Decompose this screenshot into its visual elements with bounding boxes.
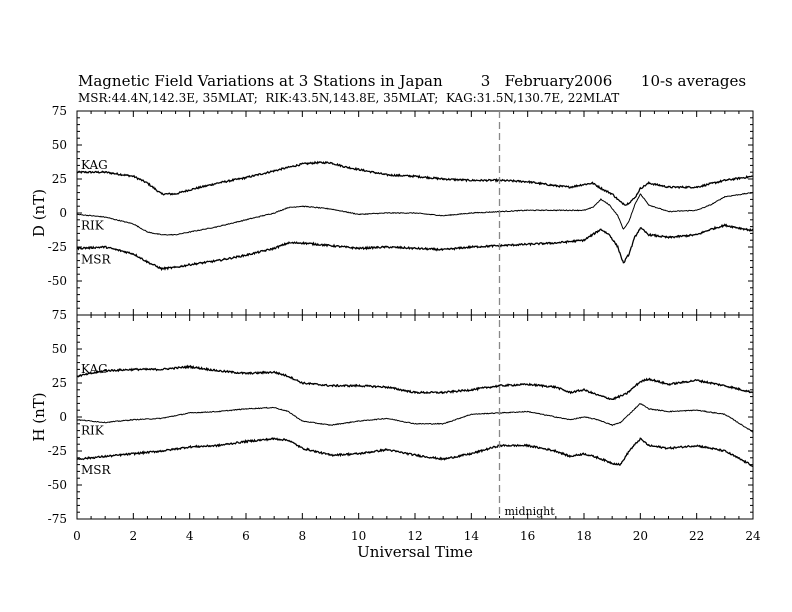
series-label-rik: RIK <box>81 424 105 438</box>
x-tick-label: 8 <box>299 529 307 543</box>
x-tick-label: 10 <box>351 529 366 543</box>
x-tick-label: 18 <box>576 529 591 543</box>
chart-title: Magnetic Field Variations at 3 Stations … <box>78 72 747 90</box>
x-tick-label: 14 <box>464 529 480 543</box>
x-tick-label: 2 <box>130 529 138 543</box>
series-kag-panel-1 <box>76 364 754 401</box>
x-tick-label: 24 <box>745 529 761 543</box>
series-rik-panel-0 <box>76 192 754 236</box>
x-tick-label: 22 <box>689 529 704 543</box>
y-tick-label: -50 <box>48 478 67 492</box>
y-tick-label: 0 <box>59 410 67 424</box>
x-tick-label: 12 <box>407 529 422 543</box>
y-tick-label: -25 <box>48 240 67 254</box>
series-msr-panel-1 <box>76 436 754 468</box>
series-label-msr: MSR <box>81 463 112 477</box>
panel-1-frame <box>76 314 754 520</box>
panel-0-ylabel: D (nT) <box>30 189 48 237</box>
series-label-rik: RIK <box>81 218 105 232</box>
series-label-kag: KAG <box>81 362 108 376</box>
series-label-msr: MSR <box>81 252 112 266</box>
y-tick-label: -75 <box>48 512 67 526</box>
x-tick-label: 0 <box>73 529 81 543</box>
chart-header: Magnetic Field Variations at 3 Stations … <box>78 72 768 105</box>
midnight-annotation: midnight <box>505 505 556 518</box>
x-tick-label: 4 <box>186 529 194 543</box>
series-label-kag: KAG <box>81 158 108 172</box>
x-tick-label: 20 <box>633 529 648 543</box>
y-tick-label: 0 <box>59 206 67 220</box>
y-tick-label: 50 <box>52 138 67 152</box>
panel-1-ylabel: H (nT) <box>30 392 48 441</box>
axis-ticks <box>76 110 754 520</box>
station-info-subtitle: MSR:44.4N,142.3E, 35MLAT; RIK:43.5N,143.… <box>78 91 620 105</box>
x-tick-label: 16 <box>520 529 535 543</box>
series-lines <box>76 111 754 519</box>
x-tick-label: 6 <box>242 529 250 543</box>
x-axis-title: Universal Time <box>357 543 473 561</box>
y-tick-label: 25 <box>52 172 67 186</box>
y-tick-label: 75 <box>52 308 67 322</box>
series-rik-panel-1 <box>76 403 754 433</box>
y-tick-label: 75 <box>52 104 67 118</box>
y-tick-label: 25 <box>52 376 67 390</box>
series-kag-panel-0 <box>76 160 754 206</box>
series-msr-panel-0 <box>76 223 754 272</box>
y-tick-label: -50 <box>48 274 67 288</box>
y-tick-label: -25 <box>48 444 67 458</box>
y-tick-label: 50 <box>52 342 67 356</box>
